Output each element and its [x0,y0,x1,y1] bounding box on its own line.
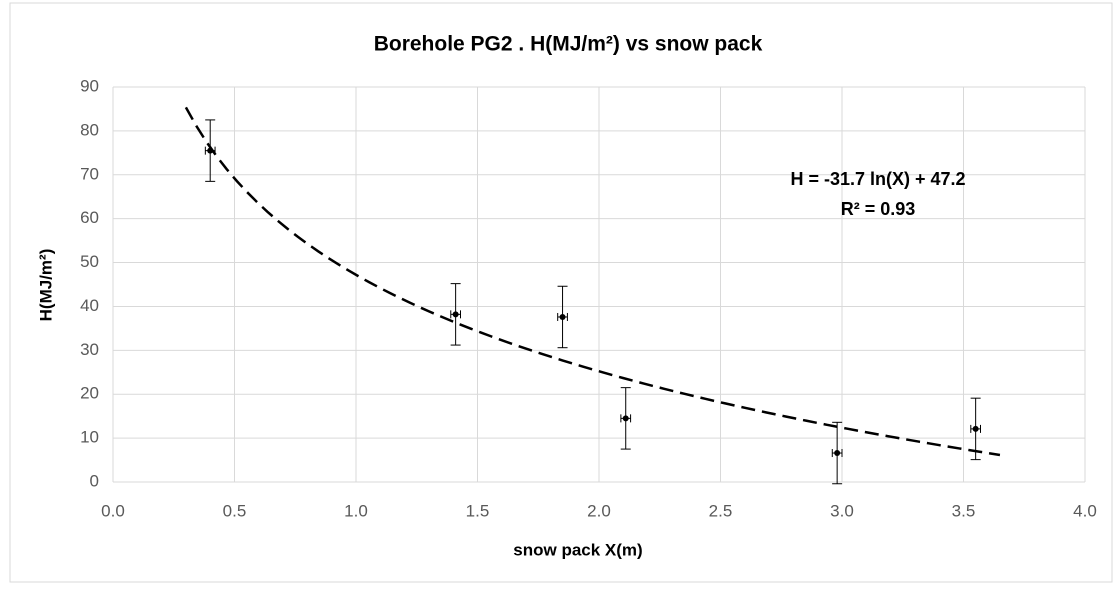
trendline-r2: R² = 0.93 [841,199,916,219]
x-tick-label: 0.5 [223,501,247,520]
y-tick-label: 80 [80,120,99,139]
y-tick-label: 60 [80,208,99,227]
y-tick-label: 30 [80,340,99,359]
y-tick-label: 10 [80,428,99,447]
y-tick-label: 20 [80,384,99,403]
trendline [184,106,1001,457]
x-tick-label: 0.0 [101,501,125,520]
data-point [972,425,979,432]
y-tick-label: 70 [80,164,99,183]
data-point [559,313,566,320]
x-tick-label: 2.0 [587,501,611,520]
x-tick-label: 3.0 [830,501,854,520]
x-axis-label: snow pack X(m) [513,540,642,559]
x-tick-label: 1.5 [466,501,490,520]
y-axis-label: H(MJ/m²) [36,249,55,322]
chart-title: Borehole PG2 . H(MJ/m²) vs snow pack [374,33,763,56]
y-tick-label: 0 [90,471,99,490]
data-point [834,450,841,457]
chart-frame [9,2,1113,583]
x-tick-label: 2.5 [709,501,733,520]
x-tick-label: 4.0 [1073,501,1097,520]
y-tick-label: 40 [80,296,99,315]
x-tick-label: 3.5 [952,501,976,520]
x-tick-label: 1.0 [344,501,368,520]
y-tick-label: 50 [80,252,99,271]
trendline-equation: H = -31.7 ln(X) + 47.2 [790,169,965,189]
data-point [452,311,459,318]
y-tick-label: 90 [80,76,99,95]
data-point [622,415,629,422]
